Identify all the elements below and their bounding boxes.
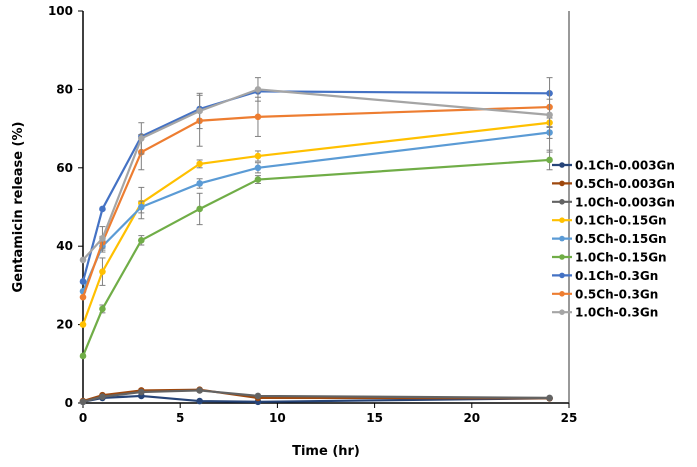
data-point: [254, 152, 262, 160]
x-tick-label: 5: [176, 411, 184, 425]
data-point: [99, 235, 106, 242]
data-point: [99, 305, 106, 313]
legend-label: 0.1Ch-0.15Gn: [575, 214, 667, 228]
legend-marker: [559, 235, 565, 242]
data-point: [196, 160, 203, 168]
legend: 0.1Ch-0.003Gn 0.5Ch-0.003Gn 1.0Ch-0.003Gn 0…: [552, 159, 675, 320]
series-1.0Ch-0.3Gn: [79, 77, 553, 264]
y-tick-label: 100: [48, 4, 73, 18]
series-line: [81, 90, 550, 282]
x-tick-label: 0: [79, 411, 87, 425]
y-tick-label: 60: [56, 161, 73, 175]
data-point: [99, 393, 106, 401]
legend-label: 0.5Ch-0.3Gn: [575, 287, 658, 301]
y-axis-label: Gentamicin release (%): [11, 122, 26, 293]
data-point: [254, 86, 262, 93]
data-point: [138, 237, 145, 244]
data-point: [546, 111, 553, 119]
data-point: [79, 256, 87, 264]
x-axis-label: Time (hr): [292, 444, 360, 459]
legend-label: 1.0Ch-0.3Gn: [575, 306, 658, 320]
series-line: [81, 158, 550, 357]
legend-marker: [559, 272, 565, 279]
legend-marker: [559, 254, 565, 260]
data-point: [196, 397, 203, 405]
legend-marker: [559, 291, 565, 297]
x-tick-label: 25: [561, 411, 578, 425]
x-tick-label: 20: [463, 411, 480, 425]
data-point: [254, 392, 262, 400]
legend-label: 1.0Ch-0.003Gn: [575, 195, 675, 209]
data-point: [79, 321, 87, 328]
y-tick-label: 20: [56, 318, 73, 332]
data-point: [138, 388, 145, 396]
y-tick-label: 40: [56, 239, 73, 253]
series-1.0Ch-0.15Gn: [79, 149, 553, 360]
y-tick-label: 0: [65, 396, 73, 410]
data-point: [196, 107, 203, 115]
legend-label: 0.5Ch-0.003Gn: [575, 177, 675, 191]
legend-label: 0.1Ch-0.3Gn: [575, 269, 658, 283]
data-point: [196, 205, 203, 213]
series-line: [81, 105, 550, 298]
series-1.0Ch-0.003Gn: [79, 387, 553, 406]
data-point: [546, 394, 553, 402]
data-point: [546, 156, 553, 164]
legend-marker: [559, 199, 565, 205]
series-line: [81, 121, 550, 325]
data-point: [79, 293, 87, 301]
data-point: [138, 135, 145, 142]
series-line: [81, 131, 550, 292]
data-point: [196, 180, 203, 187]
series-line: [82, 389, 550, 403]
legend-label: 1.0Ch-0.15Gn: [575, 251, 667, 265]
series-line: [82, 88, 550, 261]
legend-marker: [559, 217, 565, 223]
x-tick-label: 10: [269, 411, 286, 425]
x-tick-label: 15: [366, 411, 383, 425]
legend-marker: [559, 162, 565, 168]
legend-label: 0.5Ch-0.15Gn: [575, 232, 667, 246]
legend-marker: [559, 309, 565, 316]
data-point: [254, 176, 262, 183]
series-0.1Ch-0.15Gn: [79, 117, 553, 328]
data-point: [138, 203, 145, 211]
data-point: [79, 352, 87, 360]
data-point: [99, 268, 106, 275]
y-tick-label: 80: [56, 82, 73, 96]
series-0.5Ch-0.15Gn: [79, 126, 553, 295]
data-point: [254, 164, 262, 172]
data-point: [196, 387, 203, 394]
legend-marker: [559, 180, 565, 187]
data-point: [79, 278, 87, 285]
data-point: [79, 398, 87, 406]
data-point: [254, 113, 262, 121]
legend-label: 0.1Ch-0.003Gn: [575, 159, 675, 173]
data-point: [99, 205, 106, 213]
series-0.1Ch-0.3Gn: [79, 88, 553, 285]
